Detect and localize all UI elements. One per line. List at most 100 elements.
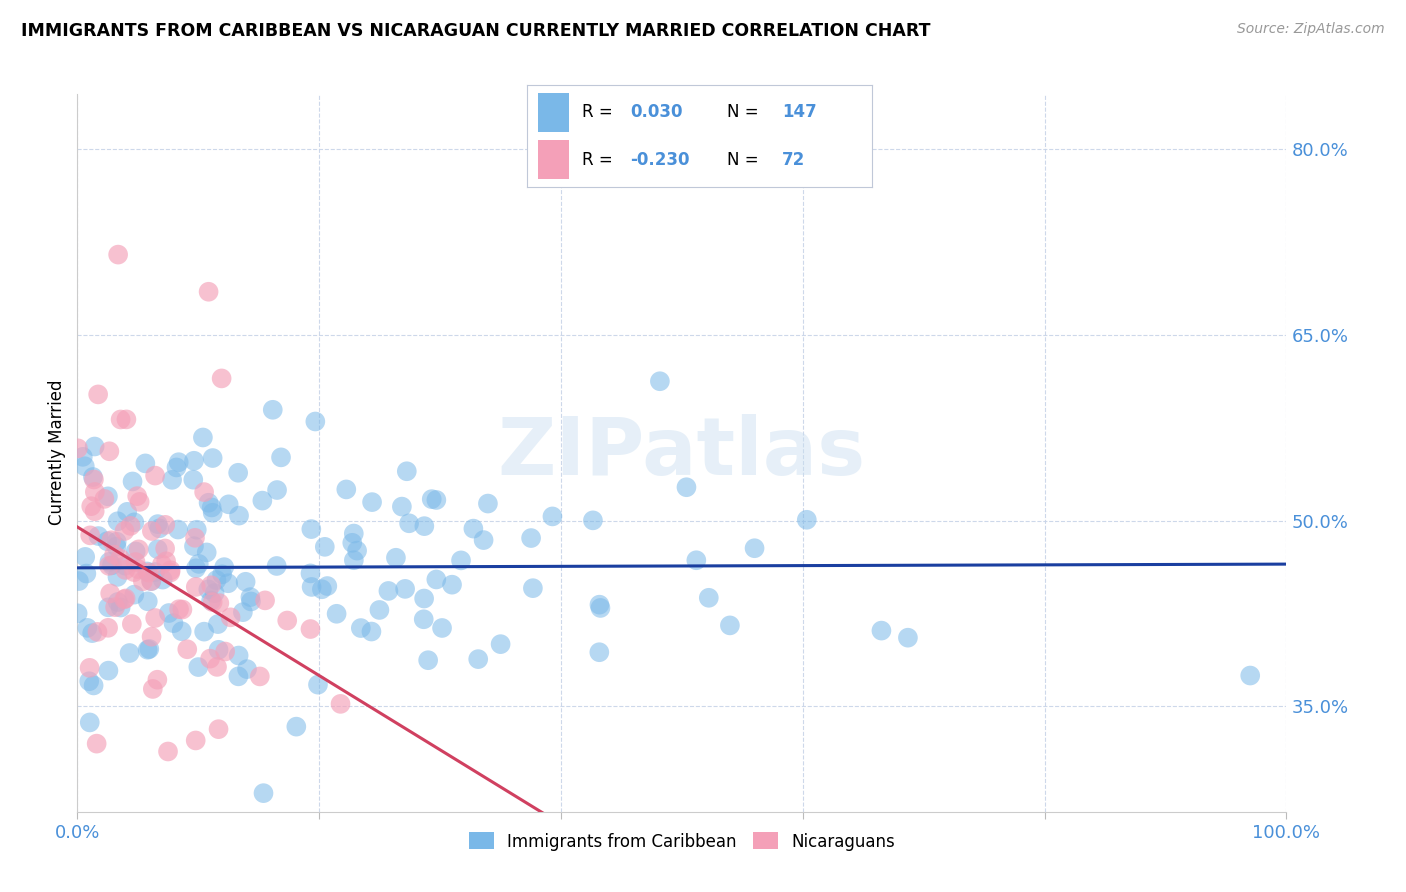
Point [82,626,104,640]
Point [197,496,219,510]
Point [80,499,103,513]
Point [219,610,242,624]
Point [207,722,229,736]
Point [589,601,612,615]
Point [648,374,671,388]
Point [232,605,254,619]
Point [520,531,543,545]
Point [450,553,472,567]
Point [205,573,228,587]
Point [181,473,204,487]
Point [235,574,257,589]
Point [124,516,146,530]
Point [207,642,229,657]
Point [697,591,720,605]
Point [152,573,174,587]
Point [236,662,259,676]
Point [138,566,160,580]
Text: -0.230: -0.230 [630,151,690,169]
Point [112,592,135,607]
Point [105,540,128,554]
Point [67,574,90,588]
Point [115,412,138,426]
Point [104,600,127,615]
Point [252,493,274,508]
Bar [537,140,568,179]
Point [335,483,357,497]
Point [83,504,105,518]
Point [467,652,489,666]
Point [329,697,352,711]
Text: IMMIGRANTS FROM CARIBBEAN VS NICARAGUAN CURRENTLY MARRIED CORRELATION CHART: IMMIGRANTS FROM CARIBBEAN VS NICARAGUAN … [21,22,931,40]
Point [285,720,308,734]
Point [718,618,741,632]
Point [142,681,165,696]
Point [211,567,233,582]
Point [311,582,333,597]
Point [582,513,605,527]
Point [304,415,326,429]
Point [211,371,233,385]
Point [197,582,219,597]
Point [98,586,121,600]
Point [153,541,176,556]
Point [159,563,181,577]
Point [157,606,180,620]
Point [420,492,443,507]
Point [143,468,166,483]
Point [360,624,382,639]
Point [114,563,136,577]
Point [217,576,239,591]
Point [132,574,155,589]
Point [150,558,173,572]
Point [208,596,231,610]
Point [201,500,224,515]
Text: N =: N = [727,103,759,121]
Point [97,558,120,573]
Point [79,528,101,542]
Point [77,674,100,689]
Point [212,560,235,574]
Point [98,555,121,569]
Point [226,466,249,480]
Point [207,617,229,632]
Point [201,595,224,609]
Point [124,544,146,558]
Point [96,534,118,549]
Point [75,566,97,581]
Point [377,583,399,598]
Point [114,524,136,538]
Point [430,621,453,635]
Point [477,497,499,511]
Point [83,473,105,487]
Point [141,630,163,644]
Point [191,430,214,444]
Point [87,529,110,543]
Point [187,557,209,571]
Point [201,450,224,465]
Point [198,651,221,665]
Point [162,616,184,631]
Point [124,555,146,569]
Point [134,456,156,470]
Point [239,590,262,604]
Point [249,669,271,683]
Point [184,580,207,594]
Point [121,475,143,489]
Point [122,565,145,579]
Legend: Immigrants from Caribbean, Nicaraguans: Immigrants from Caribbean, Nicaraguans [463,826,901,857]
Point [73,459,96,474]
Point [522,581,544,595]
Point [79,661,101,675]
Point [361,495,384,509]
Point [350,621,373,635]
Point [82,470,104,484]
Text: ZIPatlas: ZIPatlas [498,414,866,491]
Point [97,621,120,635]
Point [254,593,277,607]
Point [66,607,89,621]
Text: R =: R = [582,151,613,169]
Point [343,526,366,541]
Point [93,491,115,506]
Point [118,646,141,660]
